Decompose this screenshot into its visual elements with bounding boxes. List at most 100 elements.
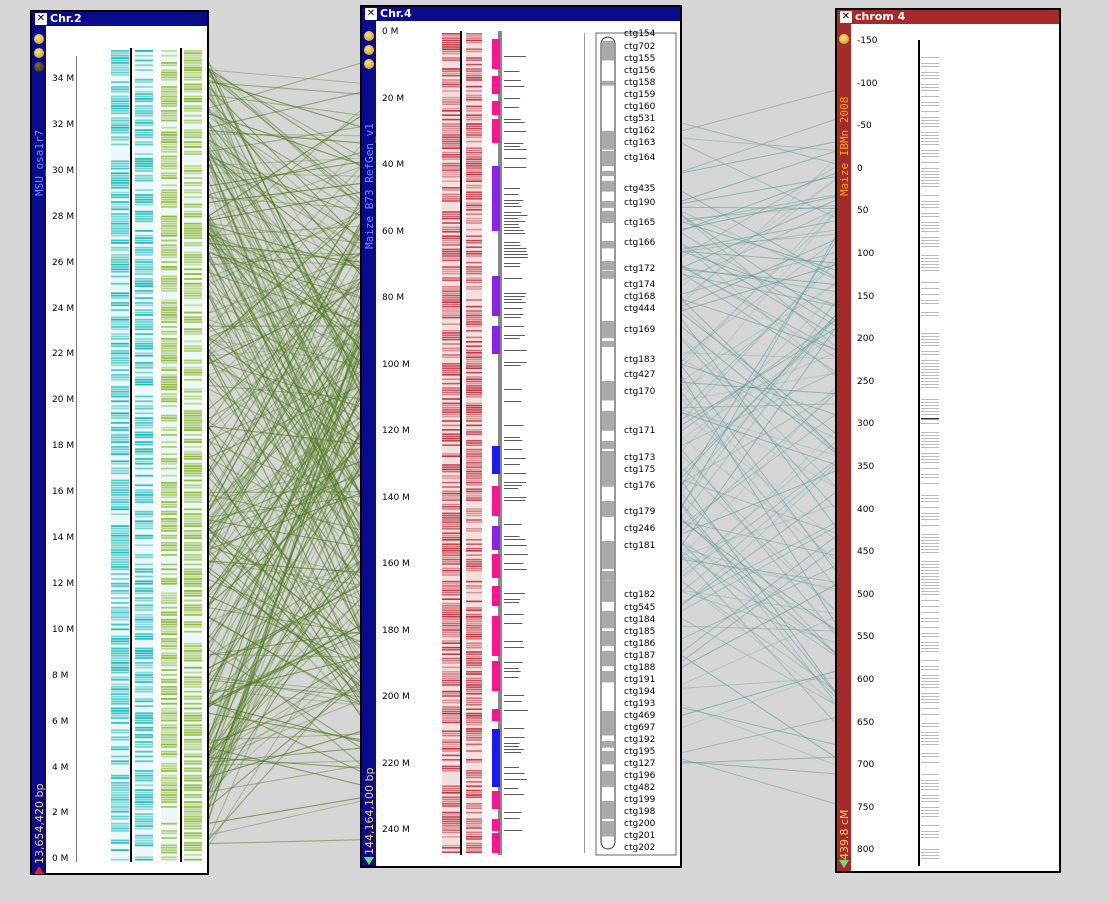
zoom-out-icon[interactable] [364, 45, 374, 55]
feature-mark [161, 330, 177, 333]
contig-label[interactable]: ctg191 [624, 675, 656, 685]
contig-label[interactable]: ctg171 [624, 426, 656, 436]
contig-label[interactable]: ctg170 [624, 387, 656, 397]
contig-label[interactable]: ctg166 [624, 238, 656, 248]
contig-label[interactable]: ctg186 [624, 639, 656, 649]
contig-label[interactable]: ctg202 [624, 843, 656, 853]
contig-label[interactable]: ctg165 [624, 218, 656, 228]
contig-label[interactable]: ctg154 [624, 29, 656, 39]
feature-mark [442, 367, 460, 369]
zoom-in-icon[interactable] [364, 31, 374, 41]
feature-mark [111, 405, 129, 407]
contig-label[interactable]: ctg185 [624, 627, 656, 637]
contig-label[interactable]: ctg163 [624, 138, 656, 148]
contig-label[interactable]: ctg173 [624, 453, 656, 463]
contig-label[interactable]: ctg246 [624, 524, 656, 534]
feature-mark [161, 729, 177, 731]
feature-mark [466, 132, 482, 134]
zoom-out-icon[interactable] [34, 48, 44, 58]
feature-mark [111, 544, 129, 547]
contig-label[interactable]: ctg168 [624, 292, 656, 302]
contig-label[interactable]: ctg174 [624, 280, 656, 290]
feature-mark [111, 664, 129, 667]
contig-label[interactable]: ctg697 [624, 723, 656, 733]
contig-label[interactable]: ctg702 [624, 42, 656, 52]
contig-label[interactable]: ctg201 [624, 831, 656, 841]
contig-label[interactable]: ctg193 [624, 699, 656, 709]
contig-label[interactable]: ctg169 [624, 325, 656, 335]
contig-label[interactable]: ctg179 [624, 507, 656, 517]
contig-label[interactable]: ctg158 [624, 78, 656, 88]
contig-label[interactable]: ctg159 [624, 90, 656, 100]
contig-label[interactable]: ctg531 [624, 114, 656, 124]
contig-label[interactable]: ctg155 [624, 54, 656, 64]
feature-mark [184, 822, 202, 825]
feature-mark [161, 489, 177, 491]
feature-mark [161, 256, 177, 259]
feature-mark [135, 210, 153, 213]
contig-label[interactable]: ctg196 [624, 771, 656, 781]
close-icon[interactable]: ✕ [840, 11, 852, 23]
contig-label[interactable]: ctg435 [624, 184, 656, 194]
contig-label[interactable]: ctg188 [624, 663, 656, 673]
contig-label[interactable]: ctg444 [624, 304, 656, 314]
contig-label[interactable]: ctg192 [624, 735, 656, 745]
contig-label[interactable]: ctg427 [624, 370, 656, 380]
close-icon[interactable]: ✕ [35, 13, 47, 25]
contig-label[interactable]: ctg176 [624, 481, 656, 491]
options-icon[interactable] [34, 62, 44, 72]
feature-mark [442, 517, 460, 519]
feature-mark [111, 316, 129, 319]
contig-label[interactable]: ctg200 [624, 819, 656, 829]
close-icon[interactable]: ✕ [365, 8, 377, 20]
contig-label[interactable]: ctg469 [624, 711, 656, 721]
feature-mark [466, 591, 482, 594]
zoom-in-icon[interactable] [34, 34, 44, 44]
feature-mark [161, 71, 177, 74]
flip-arrow-icon[interactable] [364, 857, 374, 865]
contig-label[interactable]: ctg195 [624, 747, 656, 757]
feature-mark [442, 165, 460, 167]
feature-mark [111, 791, 129, 794]
feature-mark [161, 798, 177, 801]
feature-mark [135, 59, 153, 62]
contig-label[interactable]: ctg162 [624, 126, 656, 136]
contig-label[interactable]: ctg183 [624, 355, 656, 365]
flip-arrow-icon[interactable] [839, 860, 849, 868]
feature-mark [442, 743, 460, 746]
flip-arrow-icon[interactable] [34, 866, 44, 874]
contig-label[interactable]: ctg199 [624, 795, 656, 805]
feature-mark [504, 98, 521, 99]
feature-mark [184, 770, 202, 772]
contig-label[interactable]: ctg175 [624, 465, 656, 475]
feature-mark [111, 304, 129, 307]
contig-label[interactable]: ctg172 [624, 264, 656, 274]
contig-label[interactable]: ctg156 [624, 66, 656, 76]
contig-label[interactable]: ctg545 [624, 603, 656, 613]
contig-label[interactable]: ctg482 [624, 783, 656, 793]
feature-mark [466, 512, 482, 515]
feature-mark [184, 786, 202, 789]
feature-mark [111, 818, 129, 820]
feature-mark [466, 633, 482, 636]
contig-label[interactable]: ctg160 [624, 102, 656, 112]
contig-label[interactable]: ctg164 [624, 153, 656, 163]
marker-mark [921, 246, 939, 247]
feature-mark [184, 818, 202, 820]
feature-mark [466, 336, 482, 339]
contig-label[interactable]: ctg194 [624, 687, 656, 697]
zoom-in-icon[interactable] [839, 34, 849, 44]
feature-mark [184, 654, 202, 657]
contig-block [602, 661, 614, 667]
contig-label[interactable]: ctg182 [624, 590, 656, 600]
feature-mark [161, 95, 177, 98]
contig-label[interactable]: ctg127 [624, 759, 656, 769]
contig-label[interactable]: ctg190 [624, 198, 656, 208]
options-icon[interactable] [364, 59, 374, 69]
feature-mark [466, 811, 482, 814]
contig-label[interactable]: ctg187 [624, 651, 656, 661]
feature-mark [184, 530, 202, 532]
contig-label[interactable]: ctg181 [624, 541, 656, 551]
contig-label[interactable]: ctg198 [624, 807, 656, 817]
contig-label[interactable]: ctg184 [624, 615, 656, 625]
